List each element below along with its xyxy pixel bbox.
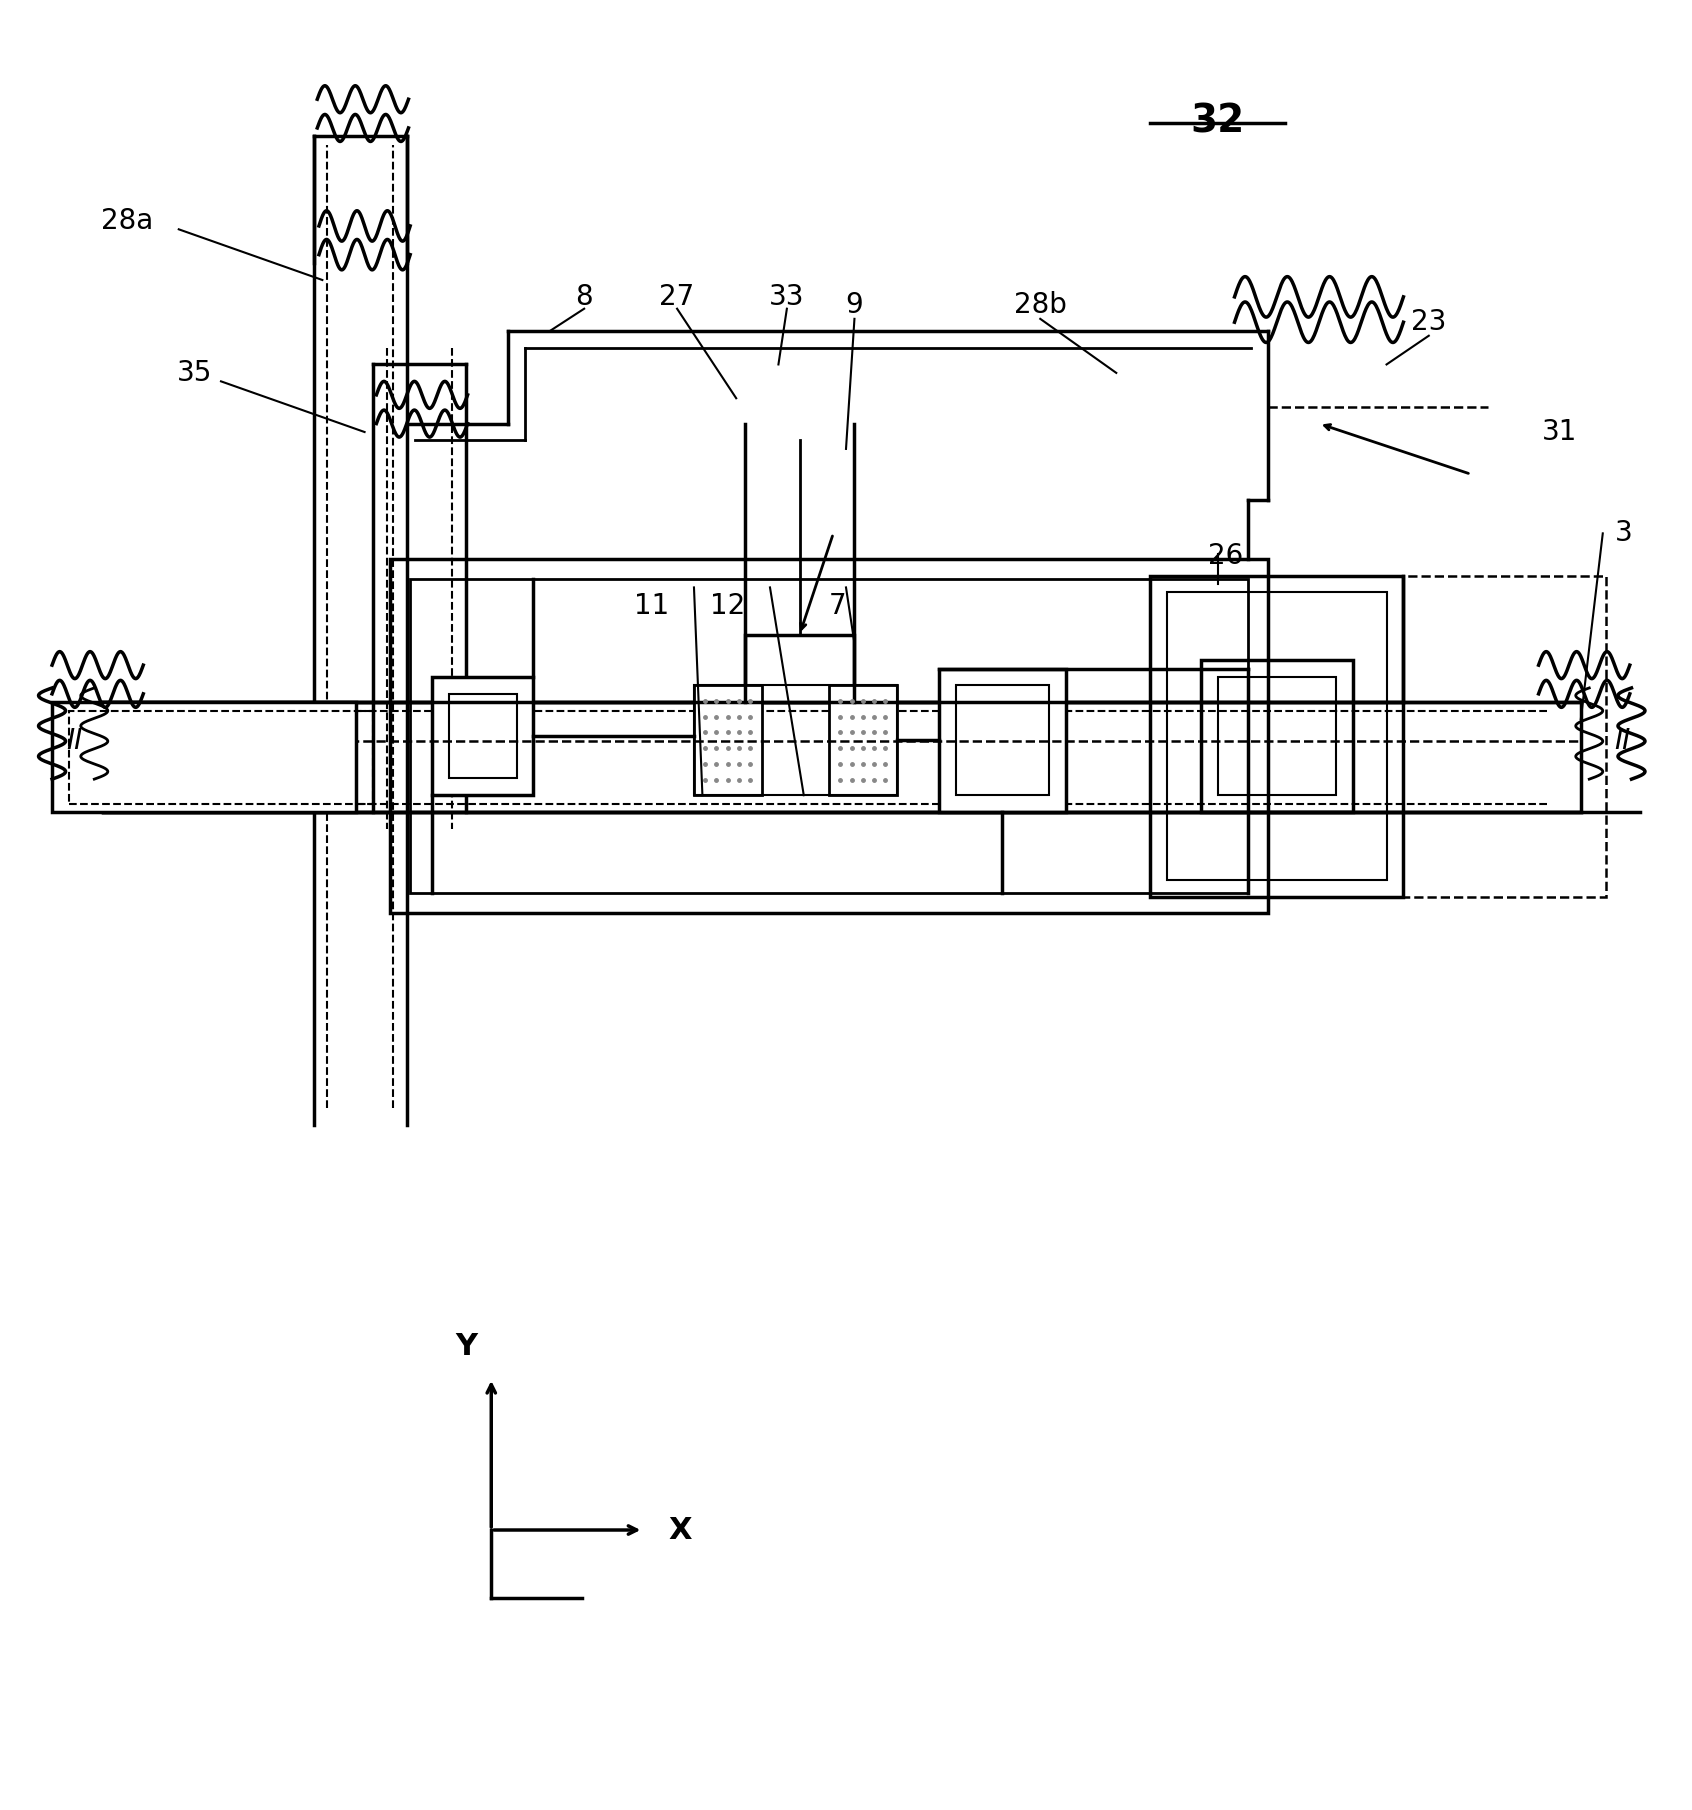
- Bar: [389, 559, 1269, 914]
- Bar: [103, 702, 1580, 813]
- Bar: [431, 677, 533, 795]
- Text: 28b: 28b: [1014, 291, 1066, 319]
- Text: 31: 31: [1541, 418, 1577, 445]
- Bar: [52, 702, 355, 813]
- Text: 12: 12: [711, 592, 746, 621]
- Text: 35: 35: [178, 358, 213, 387]
- Text: II: II: [1614, 728, 1631, 755]
- Bar: [694, 686, 897, 795]
- Bar: [1218, 677, 1337, 795]
- Text: 27: 27: [660, 282, 695, 311]
- Bar: [744, 635, 854, 702]
- Bar: [69, 711, 372, 804]
- Text: 32: 32: [1191, 103, 1245, 141]
- Text: 8: 8: [575, 282, 592, 311]
- Bar: [1201, 661, 1354, 813]
- Text: 11: 11: [634, 592, 670, 621]
- Text: 7: 7: [829, 592, 846, 621]
- Bar: [829, 686, 897, 795]
- Text: 9: 9: [846, 291, 863, 319]
- Text: 26: 26: [1208, 541, 1244, 570]
- Text: 3: 3: [1614, 519, 1633, 547]
- Bar: [694, 686, 761, 795]
- Text: II: II: [66, 728, 83, 755]
- Bar: [956, 686, 1049, 795]
- Bar: [409, 579, 1249, 892]
- Bar: [939, 668, 1066, 813]
- Bar: [1269, 576, 1606, 896]
- Text: 23: 23: [1411, 308, 1447, 337]
- Text: 33: 33: [770, 282, 805, 311]
- Text: X: X: [668, 1515, 692, 1544]
- Bar: [448, 693, 516, 778]
- Bar: [1167, 592, 1386, 880]
- Text: Y: Y: [455, 1332, 477, 1361]
- Bar: [1151, 576, 1403, 896]
- Text: 28a: 28a: [102, 206, 154, 235]
